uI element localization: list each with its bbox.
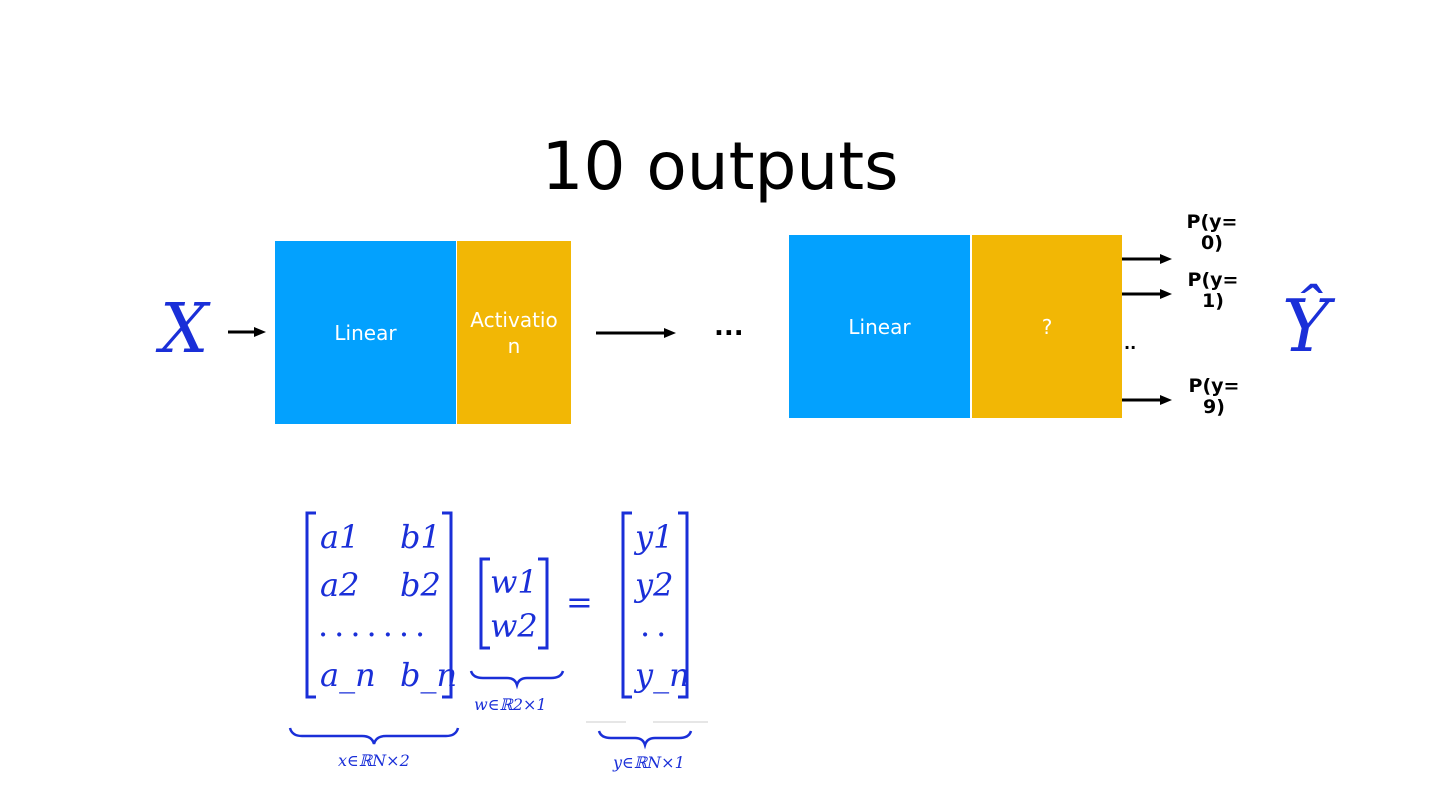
matrix-x-a2: a2 xyxy=(320,566,359,604)
slide-title: 10 outputs xyxy=(541,128,899,205)
arrow-icon xyxy=(596,328,676,338)
output-activation-label: ? xyxy=(1041,314,1053,339)
input-x-symbol: X xyxy=(160,290,209,369)
outputs-ellipsis: .. xyxy=(1124,334,1137,353)
output-label-p0: P(y=0) xyxy=(1186,211,1238,254)
output-yhat-symbol: Ŷ xyxy=(1282,284,1330,368)
layers-ellipsis: ... xyxy=(714,312,744,342)
output-label-p1: P(y=1) xyxy=(1187,269,1239,312)
matrix-x-bn: b_n xyxy=(400,656,457,694)
linear-layer-1-label: Linear xyxy=(334,320,397,345)
arrow-icon xyxy=(1122,254,1172,264)
matrix-x-dots: ....... xyxy=(318,606,431,644)
vector-w1: w1 xyxy=(490,563,538,601)
linear-layer-2-label: Linear xyxy=(848,314,911,339)
arrow-icon xyxy=(1122,289,1172,299)
vector-yn: y_n xyxy=(633,656,690,694)
equals-sign: = xyxy=(566,583,593,621)
vector-w2: w2 xyxy=(490,607,538,645)
arrow-icon xyxy=(228,327,266,337)
matrix-x-an: a_n xyxy=(320,656,376,694)
activation-layer-1-label: Activation xyxy=(470,307,558,358)
x-dimension-label: x∈ℝN×2 xyxy=(338,751,410,770)
linear-layer-2: Linear xyxy=(789,235,970,418)
matrix-x-b2: b2 xyxy=(400,566,441,604)
activation-layer-1: Activation xyxy=(457,241,571,424)
y-dimension-label: y∈ℝN×1 xyxy=(612,753,685,772)
arrow-icon xyxy=(1122,395,1172,405)
output-label-p9: P(y=9) xyxy=(1188,375,1240,418)
vector-y-dots: .. xyxy=(640,606,672,644)
matrix-equation: a1 b1 a2 b2 ....... a_n b_n w1 w2 = y1 y… xyxy=(288,511,708,772)
matrix-x-b1: b1 xyxy=(400,518,441,556)
vector-y2: y2 xyxy=(633,566,673,604)
vector-y1: y1 xyxy=(633,518,673,556)
linear-layer-1: Linear xyxy=(275,241,456,424)
w-dimension-label: w∈ℝ2×1 xyxy=(474,695,547,714)
output-activation-layer: ? xyxy=(972,235,1122,418)
matrix-x-a1: a1 xyxy=(320,518,359,556)
